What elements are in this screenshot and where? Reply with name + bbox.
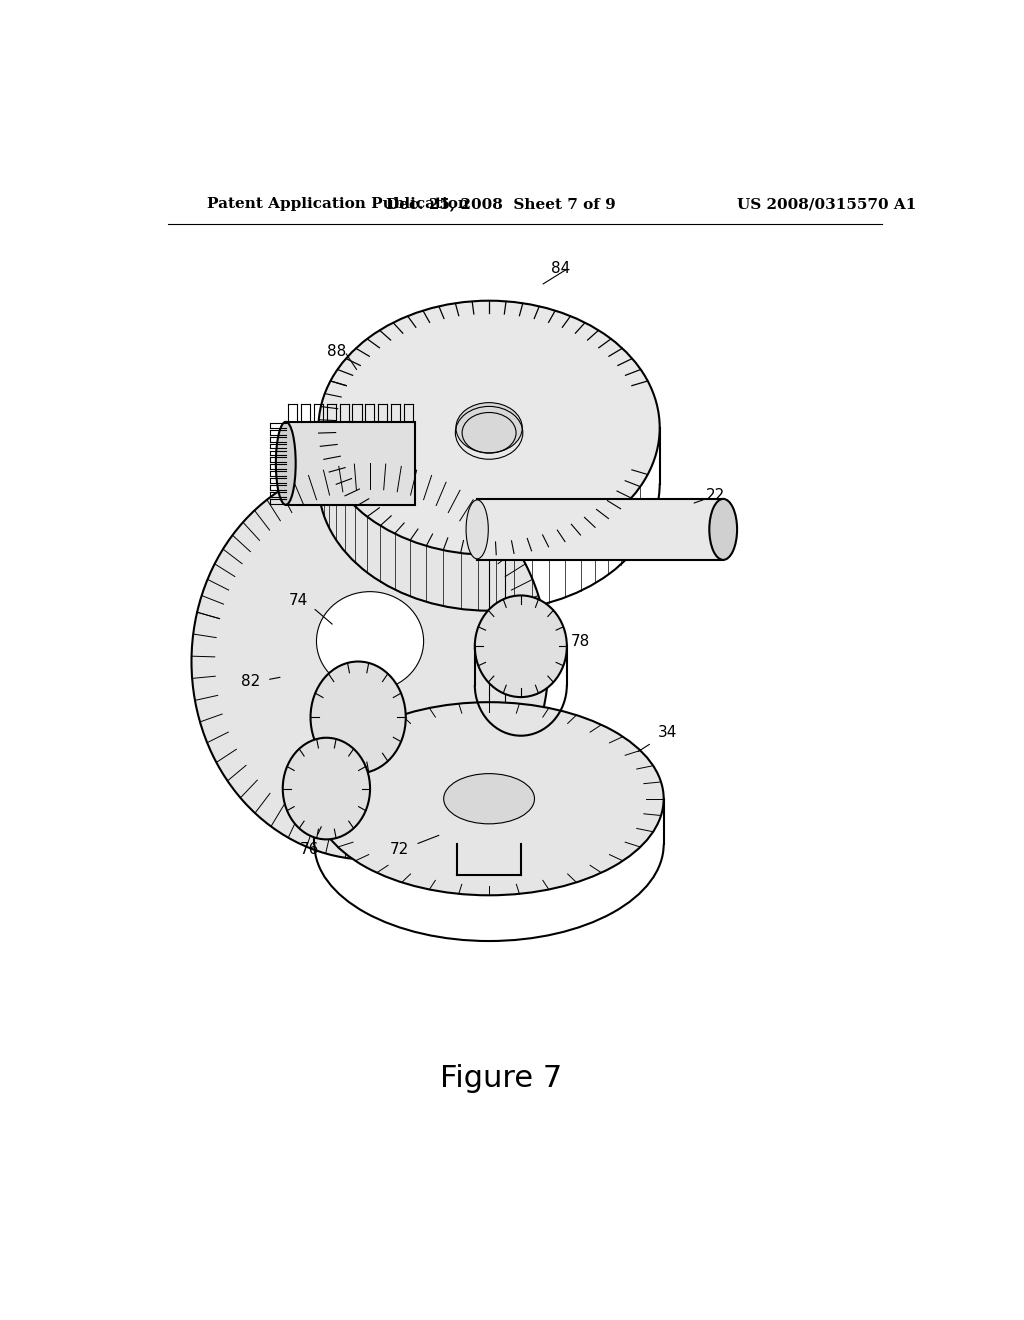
Ellipse shape xyxy=(475,595,567,697)
Text: 34: 34 xyxy=(658,725,677,741)
Text: 76: 76 xyxy=(299,842,318,857)
Text: 82: 82 xyxy=(242,675,261,689)
Text: Patent Application Publication: Patent Application Publication xyxy=(207,197,469,211)
Text: 72: 72 xyxy=(390,842,409,857)
Ellipse shape xyxy=(283,738,370,840)
Text: 22: 22 xyxy=(706,488,725,503)
Ellipse shape xyxy=(710,499,737,560)
Text: Figure 7: Figure 7 xyxy=(440,1064,562,1093)
Text: Dec. 25, 2008  Sheet 7 of 9: Dec. 25, 2008 Sheet 7 of 9 xyxy=(386,197,615,211)
Ellipse shape xyxy=(443,774,535,824)
Ellipse shape xyxy=(191,463,549,859)
Ellipse shape xyxy=(314,702,664,895)
Ellipse shape xyxy=(456,403,522,453)
Text: 88: 88 xyxy=(327,345,346,359)
Ellipse shape xyxy=(316,591,424,690)
Ellipse shape xyxy=(466,500,488,558)
Polygon shape xyxy=(477,499,723,560)
Text: 78: 78 xyxy=(570,634,590,648)
Text: 84: 84 xyxy=(551,260,570,276)
Ellipse shape xyxy=(310,661,406,774)
Text: 74: 74 xyxy=(289,593,308,609)
Polygon shape xyxy=(286,422,416,504)
Ellipse shape xyxy=(318,301,659,554)
Text: US 2008/0315570 A1: US 2008/0315570 A1 xyxy=(736,197,916,211)
Ellipse shape xyxy=(275,422,296,504)
